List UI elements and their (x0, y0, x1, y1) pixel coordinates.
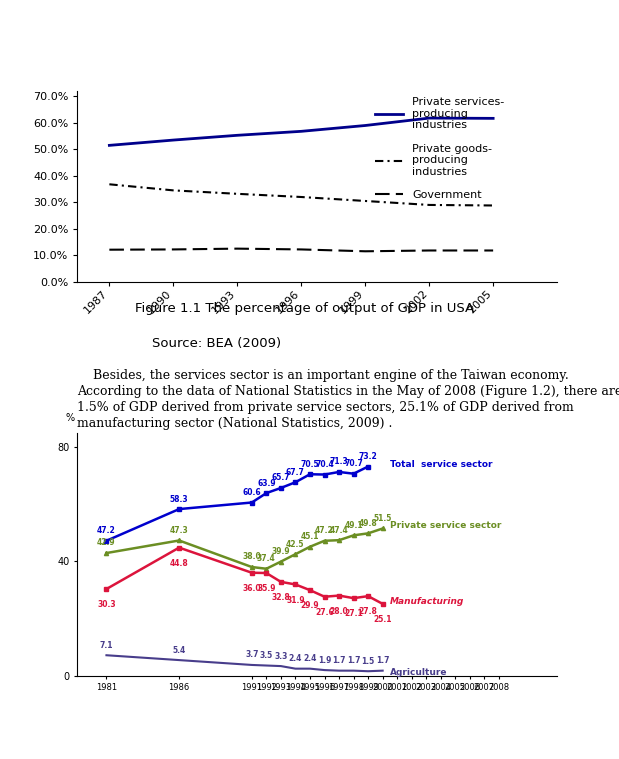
Text: 1.7: 1.7 (347, 656, 360, 665)
Text: 1.9: 1.9 (318, 656, 331, 665)
Text: 27.1: 27.1 (344, 609, 363, 619)
Text: 47.2: 47.2 (315, 526, 334, 535)
Text: 37.4: 37.4 (257, 554, 275, 563)
Text: Total  service sector: Total service sector (390, 460, 493, 469)
Text: 42.9: 42.9 (97, 538, 116, 547)
Legend: Private services-
producing
industries, Private goods-
producing
industries, Gov: Private services- producing industries, … (371, 93, 509, 205)
Text: 70.7: 70.7 (344, 459, 363, 468)
Text: 35.9: 35.9 (257, 584, 275, 593)
Text: %: % (66, 413, 74, 424)
Text: 49.1: 49.1 (344, 521, 363, 530)
Text: 65.7: 65.7 (272, 474, 290, 483)
Text: 1.7: 1.7 (376, 656, 389, 665)
Text: 28.0: 28.0 (330, 606, 348, 616)
Text: Agriculture: Agriculture (390, 668, 448, 676)
Text: 3.5: 3.5 (260, 651, 273, 660)
Text: 70.4: 70.4 (315, 460, 334, 469)
Text: 60.6: 60.6 (243, 488, 261, 497)
Text: 47.4: 47.4 (330, 526, 348, 534)
Text: 32.8: 32.8 (272, 593, 290, 602)
Text: Source: BEA (2009): Source: BEA (2009) (135, 337, 281, 350)
Text: 25.1: 25.1 (373, 615, 392, 624)
Text: 70.5: 70.5 (301, 460, 319, 469)
Text: Figure 1.1 The percentage of output of GDP in USA: Figure 1.1 The percentage of output of G… (135, 302, 474, 315)
Text: 1.7: 1.7 (332, 656, 346, 665)
Text: 29.9: 29.9 (301, 601, 319, 610)
Text: 49.8: 49.8 (359, 519, 378, 528)
Text: 71.3: 71.3 (330, 458, 348, 467)
Text: 67.7: 67.7 (286, 468, 305, 477)
Text: 47.2: 47.2 (97, 526, 116, 535)
Text: 1.5% of GDP derived from private service sectors, 25.1% of GDP derived from: 1.5% of GDP derived from private service… (77, 401, 574, 414)
Text: 73.2: 73.2 (359, 452, 378, 461)
Text: 2.4: 2.4 (288, 654, 302, 663)
Text: 42.5: 42.5 (286, 540, 305, 549)
Text: 45.1: 45.1 (301, 532, 319, 541)
Text: 63.9: 63.9 (257, 478, 275, 487)
Text: Private service sector: Private service sector (390, 521, 501, 530)
Text: 2.4: 2.4 (303, 654, 317, 663)
Text: 36.0: 36.0 (243, 584, 261, 593)
Text: 47.3: 47.3 (170, 526, 189, 535)
Text: 30.3: 30.3 (97, 600, 116, 609)
Text: According to the data of National Statistics in the May of 2008 (Figure 1.2), th: According to the data of National Statis… (77, 386, 619, 398)
Text: Besides, the services sector is an important engine of the Taiwan economy.: Besides, the services sector is an impor… (77, 370, 569, 383)
Text: 3.7: 3.7 (245, 650, 259, 660)
Text: 51.5: 51.5 (373, 514, 392, 523)
Text: 1.5: 1.5 (361, 657, 374, 666)
Text: 27.6: 27.6 (315, 608, 334, 617)
Text: 3.3: 3.3 (274, 651, 288, 660)
Text: 38.0: 38.0 (243, 553, 261, 562)
Text: 7.1: 7.1 (100, 641, 113, 650)
Text: 39.9: 39.9 (272, 547, 290, 556)
Text: 27.8: 27.8 (358, 607, 378, 616)
Text: manufacturing sector (National Statistics, 2009) .: manufacturing sector (National Statistic… (77, 417, 392, 430)
Text: 44.8: 44.8 (170, 559, 189, 568)
Text: 31.9: 31.9 (286, 596, 305, 605)
Text: Manufacturing: Manufacturing (390, 597, 464, 606)
Text: 58.3: 58.3 (170, 495, 188, 503)
Text: 5.4: 5.4 (173, 646, 186, 654)
